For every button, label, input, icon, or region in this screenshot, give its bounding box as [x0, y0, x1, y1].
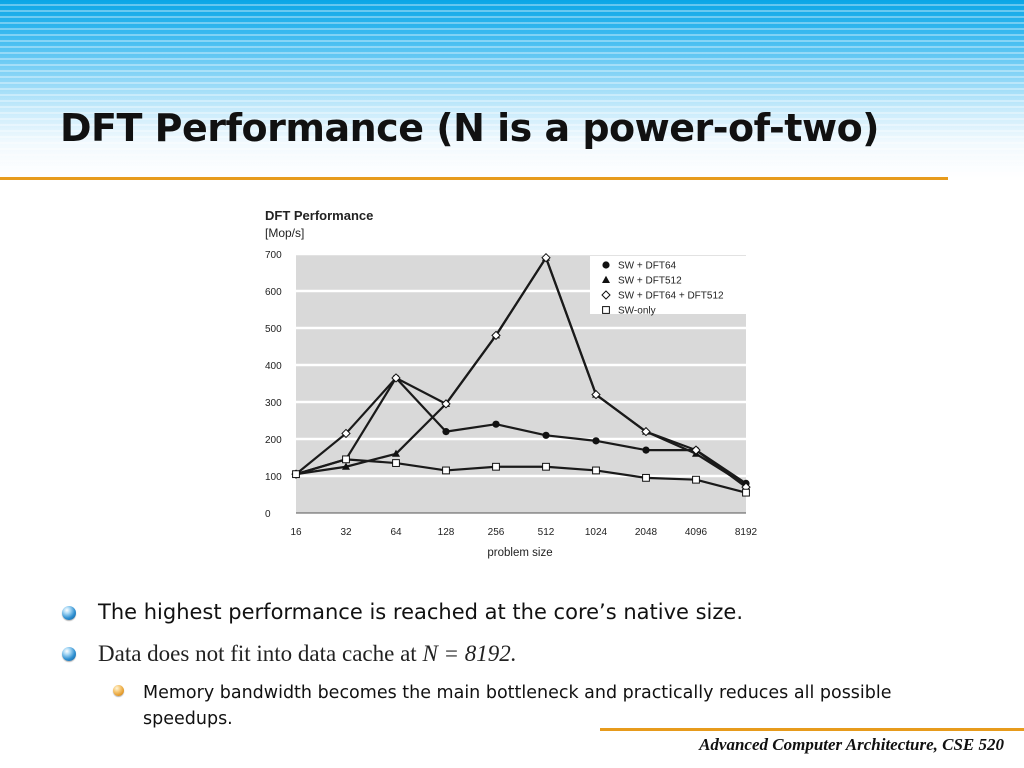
chart-ylabel: [Mop/s] [265, 226, 304, 240]
data-point [642, 446, 650, 454]
data-point [491, 330, 501, 341]
data-point [692, 475, 700, 484]
data-point [442, 466, 450, 475]
x-tick-label: 16 [290, 527, 302, 538]
legend-label: SW-only [618, 306, 656, 317]
legend-label: SW + DFT64 [618, 261, 677, 272]
legend-marker [602, 306, 610, 314]
chart-title: DFT Performance [265, 208, 373, 223]
header-band [0, 0, 1024, 178]
data-point [542, 462, 550, 471]
bullet-text-prefix: Data does not fit into data cache at [98, 641, 423, 666]
y-tick-label: 200 [265, 435, 282, 446]
bullet-text: Data does not fit into data cache at N =… [98, 641, 517, 667]
y-tick-label: 400 [265, 361, 282, 372]
data-point [342, 455, 350, 464]
x-tick-label: 256 [488, 527, 505, 538]
data-point [392, 449, 400, 457]
data-point [541, 252, 551, 263]
orange-bullet-icon [113, 685, 124, 696]
legend-label: SW + DFT512 [618, 276, 682, 287]
data-point [592, 437, 600, 445]
series-line [295, 256, 747, 488]
footer-course-label: Advanced Computer Architecture, CSE 520 [699, 735, 1004, 754]
bullet-text: The highest performance is reached at th… [98, 600, 744, 624]
y-tick-label: 500 [265, 324, 282, 335]
data-point [342, 462, 350, 470]
data-point [591, 389, 601, 400]
data-point [642, 473, 650, 482]
bullet-text-suffix: . [510, 641, 517, 666]
x-tick-label: 2048 [635, 527, 658, 538]
dft-performance-chart: DFT Performance [Mop/s] 0 100 200 300 400 500… [265, 208, 758, 559]
data-point [391, 373, 401, 383]
footer-divider [600, 728, 1024, 731]
y-tick-label: 0 [265, 509, 271, 520]
data-point [392, 459, 400, 467]
data-point [492, 420, 500, 428]
sub-bullet-memory-bandwidth: Memory bandwidth becomes the main bottle… [113, 680, 913, 732]
data-point [542, 431, 550, 439]
blue-bullet-icon [62, 606, 76, 620]
x-tick-label: 8192 [735, 527, 758, 538]
data-point [292, 470, 300, 479]
bullet-text: Memory bandwidth becomes the main bottle… [143, 683, 892, 729]
series-line [295, 458, 747, 494]
slide-title: DFT Performance (N is a power-of-two) [60, 106, 880, 150]
title-divider [0, 177, 948, 180]
data-point [592, 466, 600, 475]
y-tick-label: 100 [265, 472, 282, 483]
data-point [691, 445, 701, 455]
legend-marker [602, 275, 610, 283]
bullet-data-cache: Data does not fit into data cache at N =… [62, 641, 517, 667]
x-tick-label: 512 [538, 527, 555, 538]
data-point [492, 462, 500, 471]
data-point [442, 428, 450, 436]
chart-xlabel: problem size [487, 547, 552, 559]
series-line [295, 376, 747, 485]
y-tick-label: 300 [265, 398, 282, 409]
bullet-highest-performance: The highest performance is reached at th… [62, 600, 743, 624]
x-tick-label: 128 [438, 527, 455, 538]
data-point [441, 399, 451, 409]
legend-marker [601, 290, 611, 300]
x-tick-label: 1024 [585, 527, 608, 538]
data-point [641, 426, 651, 437]
x-tick-label: 32 [340, 527, 352, 538]
legend-box [590, 256, 746, 314]
x-tick-label: 64 [390, 527, 402, 538]
data-point [742, 488, 750, 497]
blue-bullet-icon [62, 647, 76, 661]
legend-label: SW + DFT64 + DFT512 [618, 291, 724, 302]
y-tick-label: 600 [265, 287, 282, 298]
x-tick-label: 4096 [685, 527, 708, 538]
data-point [341, 428, 351, 439]
bullet-text-emphasis: N = 8192 [422, 641, 511, 666]
legend-marker [602, 261, 610, 269]
y-tick-label: 700 [265, 250, 282, 261]
